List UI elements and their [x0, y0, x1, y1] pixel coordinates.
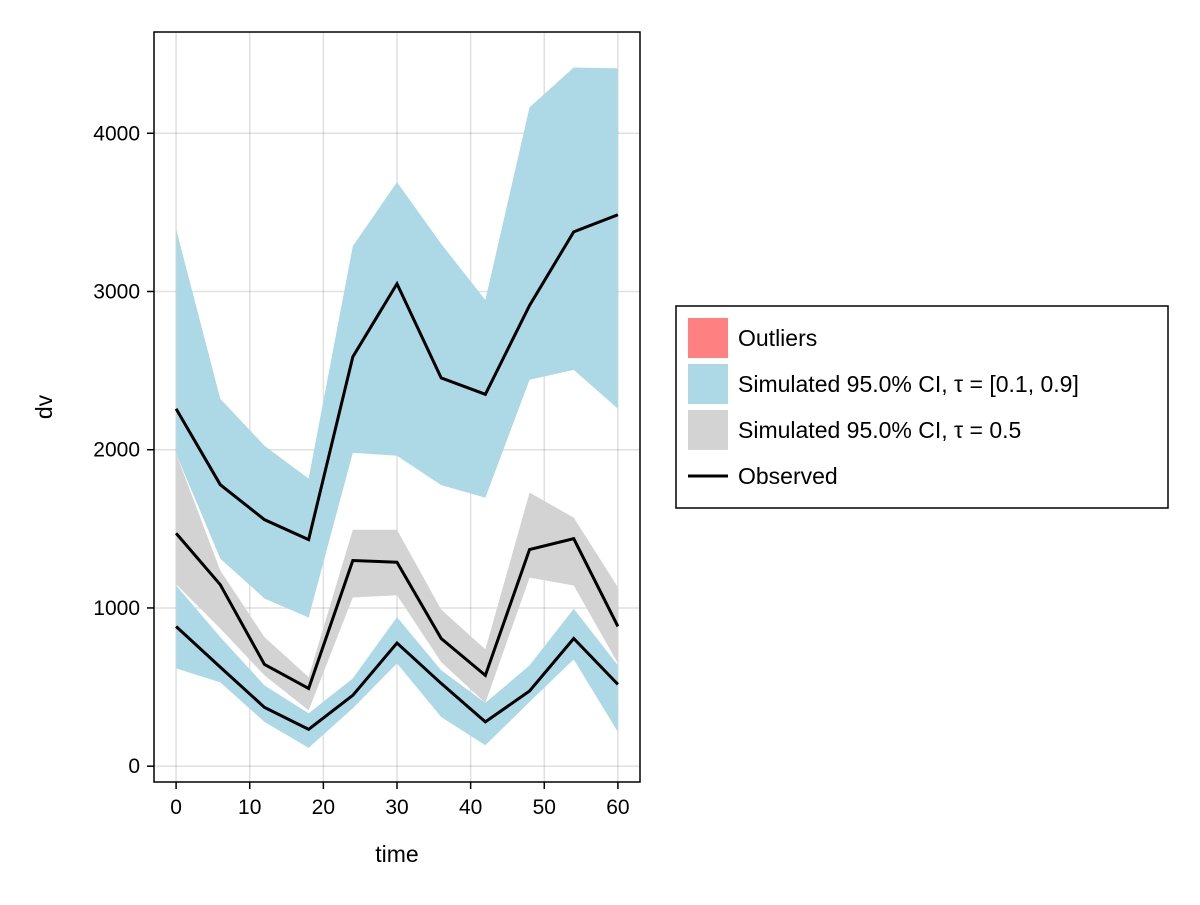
- legend: Outliers Simulated 95.0% CI, τ = [0.1, 0.…: [675, 305, 1169, 509]
- y-tick-label: 3000: [93, 280, 140, 303]
- observed-lines: [174, 213, 620, 732]
- x-tick-label: 20: [312, 796, 335, 819]
- y-tick-label: 2000: [93, 439, 140, 462]
- x-tick-label: 50: [533, 796, 556, 819]
- y-tick-label: 1000: [93, 597, 140, 620]
- x-tick-label: 40: [459, 796, 482, 819]
- y-tick-label: 4000: [93, 122, 140, 145]
- ci-band: [176, 67, 618, 618]
- x-axis: 0 10 20 30 40 50 60: [170, 782, 630, 819]
- ci-band: [176, 453, 618, 711]
- legend-label: Simulated 95.0% CI, τ = [0.1, 0.9]: [738, 371, 1079, 397]
- x-axis-label: time: [375, 841, 418, 867]
- x-tick-label: 60: [606, 796, 629, 819]
- y-axis: 0 1000 2000 3000 4000: [93, 122, 154, 778]
- x-tick-label: 10: [238, 796, 261, 819]
- legend-swatch: [688, 410, 728, 450]
- observed-line: [174, 213, 619, 542]
- legend-label: Simulated 95.0% CI, τ = 0.5: [738, 417, 1021, 443]
- legend-frame: [675, 305, 1169, 509]
- legend-swatch: [688, 364, 728, 404]
- legend-label: Observed: [738, 463, 838, 489]
- y-axis-label: dv: [31, 394, 57, 419]
- x-tick-label: 30: [385, 796, 408, 819]
- legend-label: Outliers: [738, 325, 817, 351]
- y-tick-label: 0: [128, 755, 140, 778]
- x-tick-label: 0: [170, 796, 182, 819]
- observed-line: [174, 532, 620, 691]
- observed-line: [175, 625, 619, 732]
- legend-swatch: [688, 318, 728, 358]
